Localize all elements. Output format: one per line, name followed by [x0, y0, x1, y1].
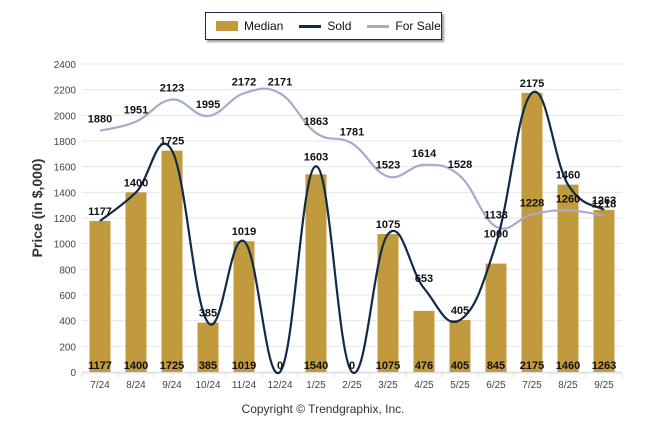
data-label-for-sale: 1614 — [412, 148, 437, 160]
bar-median — [557, 184, 579, 372]
x-tick-label: 8/24 — [126, 380, 146, 391]
data-label-for-sale: 1523 — [376, 160, 400, 172]
y-tick-label: 1600 — [54, 163, 77, 174]
x-tick-label: 10/24 — [195, 380, 220, 391]
x-tick-label: 8/25 — [558, 380, 578, 391]
data-label-median: 0 — [349, 360, 355, 372]
data-label-for-sale: 1863 — [304, 116, 328, 128]
x-tick-label: 11/24 — [232, 380, 257, 391]
bar-median — [449, 320, 471, 372]
bar-median — [485, 263, 507, 372]
data-label-sold: 2175 — [520, 78, 544, 90]
data-label-for-sale: 1528 — [448, 159, 472, 171]
y-tick-label: 600 — [59, 291, 76, 302]
data-label-median: 385 — [199, 360, 217, 372]
data-label-median: 405 — [451, 360, 469, 372]
line-sold — [99, 90, 605, 375]
data-label-for-sale: 1995 — [196, 99, 220, 111]
x-tick-label: 12/24 — [267, 380, 292, 391]
x-tick-label: 7/24 — [90, 380, 110, 391]
legend-swatch-sold — [299, 24, 322, 28]
data-label-median: 1400 — [124, 360, 148, 372]
bar-median — [377, 234, 399, 372]
bar-median — [89, 220, 111, 372]
y-tick-label: 1800 — [54, 137, 77, 148]
data-label-median: 1460 — [556, 360, 580, 372]
y-tick-label: 2200 — [54, 86, 77, 97]
data-label-sold: 653 — [415, 273, 433, 285]
data-label-sold: 1725 — [160, 136, 184, 148]
data-label-sold: 1019 — [232, 226, 256, 238]
legend-label-median: Median — [244, 19, 284, 33]
data-label-sold: 385 — [199, 308, 217, 320]
y-tick-label: 800 — [59, 265, 76, 276]
y-tick-label: 0 — [70, 368, 76, 379]
data-label-sold: 1075 — [376, 219, 400, 231]
data-label-median: 1263 — [592, 360, 616, 372]
data-label-for-sale: 1218 — [592, 199, 616, 211]
copyright-text: Copyright © Trendgraphix, Inc. — [241, 402, 405, 416]
data-label-sold: 1603 — [304, 151, 328, 163]
data-label-median: 1177 — [88, 360, 112, 372]
legend: Median Sold For Sale — [205, 12, 442, 40]
y-tick-label: 2400 — [54, 60, 77, 71]
data-label-sold: 1460 — [556, 170, 580, 182]
x-tick-label: 1/25 — [306, 380, 326, 391]
y-tick-label: 400 — [59, 317, 76, 328]
data-label-median: 0 — [277, 360, 283, 372]
x-tick-label: 9/25 — [594, 380, 614, 391]
bar-median — [125, 192, 147, 372]
bar-median — [161, 150, 183, 372]
x-tick-label: 4/25 — [414, 380, 434, 391]
bar-median — [197, 322, 219, 372]
x-tick-label: 2/25 — [342, 380, 362, 391]
data-label-median: 1075 — [376, 360, 400, 372]
data-label-median: 1019 — [232, 360, 256, 372]
x-tick-label: 3/25 — [378, 380, 398, 391]
legend-swatch-for-sale — [367, 24, 390, 28]
line-for-sale — [99, 87, 605, 230]
data-label-for-sale: 1260 — [556, 193, 580, 205]
y-tick-label: 200 — [59, 342, 76, 353]
y-tick-label: 2000 — [54, 111, 77, 122]
y-tick-label: 1200 — [54, 214, 77, 225]
data-label-for-sale: 2172 — [232, 76, 256, 88]
data-label-median: 1540 — [304, 360, 328, 372]
data-label-for-sale: 1133 — [484, 210, 508, 222]
x-tick-label: 5/25 — [450, 380, 470, 391]
data-label-for-sale: 2171 — [268, 76, 292, 88]
bar-median — [233, 241, 255, 372]
data-label-sold: 1400 — [124, 177, 148, 189]
data-label-median: 1725 — [160, 360, 184, 372]
data-label-sold: 405 — [451, 305, 469, 317]
legend-item-median[interactable]: Median — [216, 19, 283, 33]
data-label-for-sale: 2123 — [160, 83, 184, 95]
data-label-sold: 1263 — [592, 195, 616, 207]
y-tick-label: 1400 — [54, 188, 77, 199]
y-axis-label: Price (in $,000) — [29, 158, 45, 258]
data-label-sold: 1000 — [484, 229, 508, 241]
data-label-for-sale: 1228 — [520, 197, 544, 209]
x-tick-label: 9/24 — [162, 380, 182, 391]
y-tick-label: 1000 — [54, 240, 77, 251]
legend-swatch-median — [216, 21, 238, 31]
data-label-median: 2175 — [520, 360, 544, 372]
bar-median — [413, 310, 435, 372]
legend-item-for-sale[interactable]: For Sale — [367, 19, 441, 33]
bar-median — [521, 92, 543, 372]
bar-median — [593, 209, 615, 372]
data-label-for-sale: 1781 — [340, 126, 364, 138]
data-label-median: 476 — [415, 360, 433, 372]
data-label-median: 845 — [487, 360, 505, 372]
legend-label-sold: Sold — [327, 19, 352, 33]
data-label-for-sale: 1880 — [88, 114, 112, 126]
data-label-sold: 1177 — [88, 206, 112, 218]
legend-label-for-sale: For Sale — [395, 19, 441, 33]
bar-median — [305, 174, 327, 372]
data-label-for-sale: 1951 — [124, 105, 148, 117]
legend-item-sold[interactable]: Sold — [299, 19, 351, 33]
x-tick-label: 7/25 — [522, 380, 542, 391]
x-tick-label: 6/25 — [486, 380, 506, 391]
